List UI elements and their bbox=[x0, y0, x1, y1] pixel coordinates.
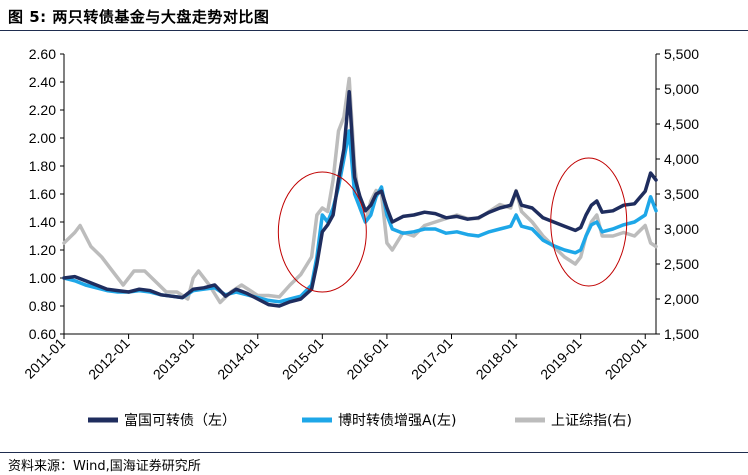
y-tick-label-left: 2.40 bbox=[29, 74, 56, 90]
x-tick-label: 2018-01 bbox=[473, 335, 521, 383]
chart-series bbox=[62, 76, 658, 308]
x-tick-label: 2014-01 bbox=[214, 335, 262, 383]
series-line-1 bbox=[62, 90, 658, 308]
y-tick-label-left: 1.00 bbox=[29, 270, 56, 286]
top-rule bbox=[0, 30, 748, 31]
x-tick-label: 2015-01 bbox=[279, 335, 327, 383]
y-tick-label-left: 2.00 bbox=[29, 130, 56, 146]
x-tick-label: 2020-01 bbox=[602, 335, 650, 383]
y-tick-label-right: 2,500 bbox=[664, 256, 699, 272]
highlight-ellipse-2015 bbox=[277, 171, 367, 293]
series-line-2 bbox=[62, 129, 658, 304]
x-tick-label: 2017-01 bbox=[408, 335, 456, 383]
y-tick-label-left: 2.60 bbox=[29, 46, 56, 62]
x-tick-label: 2012-01 bbox=[85, 335, 133, 383]
x-tick-label: 2013-01 bbox=[150, 335, 198, 383]
y-tick-label-left: 1.20 bbox=[29, 242, 56, 258]
bottom-rule bbox=[0, 452, 748, 453]
y-tick-label-left: 1.80 bbox=[29, 158, 56, 174]
y-tick-label-left: 1.40 bbox=[29, 214, 56, 230]
y-tick-label-left: 2.20 bbox=[29, 102, 56, 118]
y-tick-label-right: 5,500 bbox=[664, 46, 699, 62]
legend-label-2: 博时转债增强A(左) bbox=[338, 412, 457, 429]
y-tick-label-left: 1.60 bbox=[29, 186, 56, 202]
y-tick-label-right: 4,000 bbox=[664, 151, 699, 167]
highlight-ellipse-2019 bbox=[550, 157, 628, 287]
y-tick-label-left: 0.60 bbox=[29, 326, 56, 342]
y-tick-label-right: 3,500 bbox=[664, 186, 699, 202]
figure-title: 图 5: 两只转债基金与大盘走势对比图 bbox=[8, 8, 270, 26]
legend-label-3: 上证综指(右) bbox=[551, 413, 632, 429]
y-tick-label-right: 4,500 bbox=[664, 116, 699, 132]
y-tick-label-right: 3,000 bbox=[664, 221, 699, 237]
chart-legend: 富国可转债（左） 博时转债增强A(左) 上证综指(右) bbox=[88, 412, 632, 429]
y-tick-label-right: 1,500 bbox=[664, 326, 699, 342]
chart-annotations bbox=[277, 157, 628, 293]
y-tick-label-right: 5,000 bbox=[664, 81, 699, 97]
y-tick-label-right: 2,000 bbox=[664, 291, 699, 307]
legend-label-1: 富国可转债（左） bbox=[124, 412, 236, 429]
source-note: 资料来源：Wind,国海证券研究所 bbox=[8, 459, 201, 474]
y-tick-label-left: 0.80 bbox=[29, 298, 56, 314]
line-chart: 0.60 0.80 1.00 1.20 1.40 1.60 1.80 2.00 2.20 2.40… bbox=[21, 46, 699, 429]
x-tick-label: 2019-01 bbox=[537, 335, 585, 383]
x-tick-label: 2016-01 bbox=[343, 335, 391, 383]
